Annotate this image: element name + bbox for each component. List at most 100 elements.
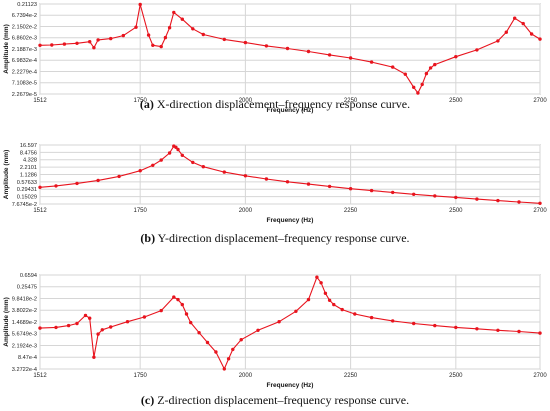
x-tick-label-b: 2700 [533,208,547,214]
x-tick-label-b: 1750 [133,208,147,214]
data-point-c [226,357,231,361]
data-point-c [315,275,319,279]
data-point-c [475,327,479,331]
y-tick-label-b: 8.4756 [20,150,37,156]
data-point-a [391,65,395,69]
y-tick-label-b: 2.2101 [20,165,37,171]
data-point-a [50,43,54,47]
data-point-a [306,49,311,54]
y-tick-label-a: 6.9832e-4 [12,58,37,64]
y-tick-label-a: 2.1502e-2 [12,24,37,30]
data-point-c [92,355,96,359]
data-point-a [424,71,429,76]
data-point-c [231,347,235,352]
data-point-a [496,39,500,43]
data-point-a [428,66,433,70]
data-point-a [529,32,534,36]
data-point-c [340,307,344,312]
data-point-b [38,185,42,189]
y-tick-label-c: 0.6594 [20,273,37,279]
data-point-b [151,163,155,167]
data-point-c [294,309,298,313]
data-point-a [191,27,195,31]
data-point-a [38,43,42,47]
data-point-a [412,85,416,90]
data-point-c [184,312,189,316]
data-point-c [412,321,416,326]
x-tick-label-a: 1750 [133,98,147,104]
chart-a: 2.2679e-5 7.1083e-5 2.2279e-4 6.9832e-4 2.18… [3,2,547,114]
data-point-a [134,25,138,29]
y-tick-label-c: 9.8418e-2 [12,296,37,302]
data-point-c [96,332,100,336]
data-point-c [239,338,243,342]
data-point-c [75,321,79,326]
data-point-a [369,60,374,64]
data-point-c [205,340,210,345]
y-axis-title-a: Amplitude (mm) [3,24,10,73]
data-point-c [214,350,218,354]
data-point-c [38,326,42,330]
data-point-a [348,56,353,60]
data-point-c [100,328,105,332]
data-point-a [109,36,113,41]
data-point-b [159,158,163,162]
data-point-a [454,55,458,59]
x-tick-label-a: 1512 [33,98,47,104]
data-point-a [327,53,332,57]
y-tick-label-c: 1.4689e-2 [12,320,37,326]
data-point-c [109,325,113,329]
x-tick-label-a: 2250 [344,98,358,104]
y-tick-label-a: 6.7394e-2 [12,13,37,19]
data-point-b [138,169,142,173]
x-tick-label-c: 1512 [33,373,47,379]
data-point-c [172,295,176,299]
y-tick-label-c: 3.8022e-2 [12,308,37,314]
y-tick-label-b: 16.597 [20,143,37,149]
x-tick-label-b: 2500 [449,208,463,214]
data-point-a [75,41,79,45]
data-point-b [433,194,437,198]
data-point-a [264,44,269,48]
data-point-b [191,160,195,165]
data-point-a [504,30,508,34]
data-point-a [62,42,67,46]
data-point-c [180,302,184,307]
data-point-b [264,177,269,181]
x-axis-title-b: Frequency (Hz) [267,217,314,224]
chart-c: 3.2722e-4 8.47e-4 2.1924e-3 5.6749e-3 1.4689… [3,273,547,389]
data-point-b [222,170,226,174]
data-point-c [319,281,323,285]
data-point-b [174,145,178,149]
data-point-c [369,315,374,320]
data-point-c [327,298,332,302]
data-point-a [167,26,172,30]
y-tick-label-a: 7.1083e-5 [12,81,37,87]
data-point-b [475,197,479,201]
data-point-a [201,32,205,37]
data-point-b [243,174,248,178]
caption-a-text: X-direction displacement–frequency respo… [156,97,411,111]
data-point-c [277,320,281,324]
y-tick-label-c: 2.1924e-3 [12,343,37,349]
data-point-a [121,33,126,38]
y-tick-label-c: 3.2722e-4 [12,367,37,373]
data-point-b [167,151,172,155]
data-point-c [332,302,336,307]
data-point-c [189,320,193,325]
data-point-c [83,313,88,318]
x-tick-label-b: 2250 [344,208,358,214]
data-point-a [138,2,142,7]
caption-b: (b) Y-direction displacement–frequency r… [0,231,550,246]
data-point-a [159,44,163,49]
caption-b-text: Y-direction displacement–frequency respo… [157,231,410,245]
data-point-c [176,297,180,302]
data-point-b [496,198,500,203]
data-point-a [88,40,92,44]
data-point-a [163,35,168,40]
data-point-a [285,46,290,51]
x-axis-title-a: Frequency (Hz) [267,107,314,114]
data-point-c [433,323,437,328]
